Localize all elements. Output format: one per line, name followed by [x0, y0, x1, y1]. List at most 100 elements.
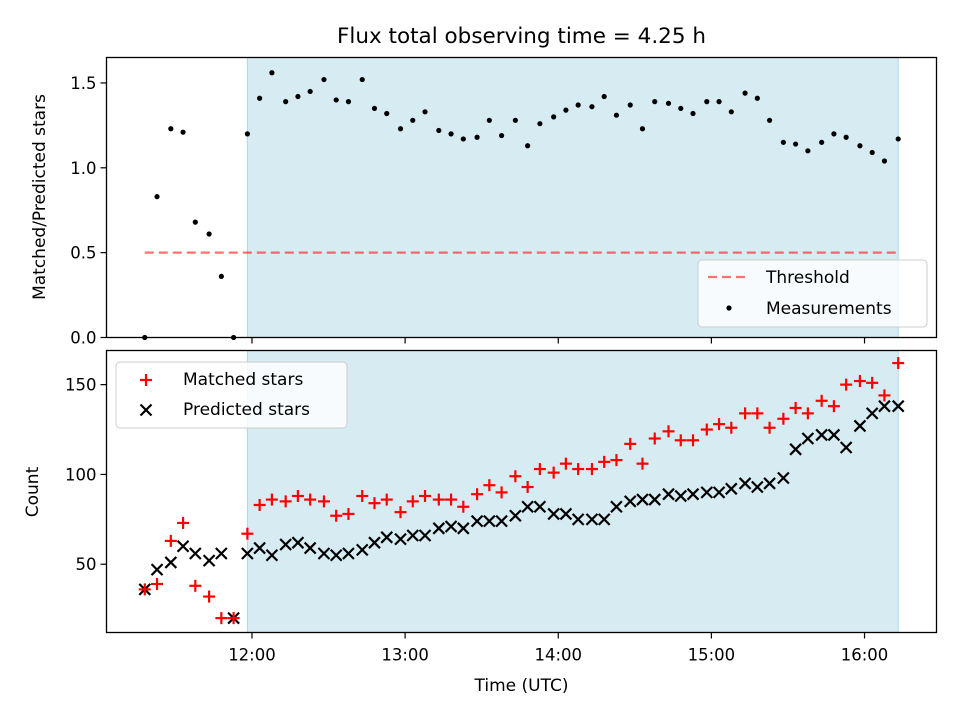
measurement-point — [180, 129, 186, 135]
matched-star-point — [241, 527, 254, 540]
bottom-xtick-label: 15:00 — [688, 646, 736, 665]
measurement-point — [627, 102, 633, 108]
measurement-point — [857, 143, 863, 149]
measurement-point — [766, 117, 773, 123]
measurement-point — [422, 109, 428, 115]
bottom-xtick-label: 14:00 — [534, 646, 582, 665]
matched-star-point — [687, 434, 700, 447]
legend-predicted-label: Predicted stars — [183, 400, 310, 420]
matched-star-point — [674, 434, 687, 447]
predicted-star-point — [457, 522, 470, 535]
bottom-ytick-label: 150 — [65, 376, 97, 395]
matched-star-point — [866, 376, 879, 389]
measurement-point — [665, 100, 672, 106]
predicted-star-point — [891, 399, 905, 413]
predicted-star-point — [571, 513, 585, 526]
measurement-point — [397, 126, 404, 132]
measurement-point — [512, 117, 518, 123]
matched-star-point — [380, 493, 393, 506]
predicted-star-point — [674, 489, 688, 503]
measurement-point — [206, 231, 212, 237]
measurement-point — [780, 139, 786, 145]
predicted-star-point — [509, 509, 522, 523]
matched-star-point — [878, 389, 891, 402]
predicted-star-point — [241, 547, 254, 560]
legend-threshold-label: Threshold — [765, 268, 850, 288]
matched-star-point — [203, 590, 216, 603]
predicted-star-point — [559, 507, 573, 521]
chart-title: Flux total observing time = 4.25 h — [337, 24, 706, 49]
top-axes-frame — [105, 56, 938, 339]
matched-star-point — [801, 407, 814, 420]
predicted-star-point — [700, 486, 714, 499]
matched-star-point — [317, 495, 330, 508]
matched-star-point — [265, 493, 278, 506]
predicted-star-point — [686, 487, 700, 501]
matched-star-point — [636, 457, 649, 470]
matched-star-point — [713, 418, 726, 431]
predicted-star-point — [777, 471, 790, 485]
predicted-star-point — [317, 547, 331, 560]
legend-measurements-label: Measurements — [766, 299, 892, 319]
predicted-star-point — [815, 428, 828, 442]
measurement-point — [652, 99, 658, 105]
predicted-star-point — [253, 541, 266, 555]
measurement-point — [307, 88, 313, 95]
matched-star-point — [227, 612, 240, 625]
measurement-point — [436, 127, 442, 134]
matched-star-point — [342, 507, 355, 520]
bottom-axes-frame — [105, 349, 938, 634]
matched-star-point — [585, 463, 598, 476]
predicted-star-point — [789, 443, 802, 456]
matched-star-point — [840, 378, 853, 391]
predicted-star-point — [380, 531, 394, 544]
bottom-xtick-label: 16:00 — [841, 646, 889, 665]
measurement-point — [728, 109, 734, 115]
measurement-point — [168, 126, 174, 132]
measurement-point — [551, 114, 557, 120]
top-ylabel: Matched/Predicted stars — [30, 94, 50, 300]
matched-star-point — [279, 495, 292, 508]
predicted-star-point — [279, 538, 292, 551]
predicted-star-point — [394, 532, 407, 546]
measurement-point — [819, 139, 825, 145]
measurement-point — [589, 104, 595, 110]
matched-star-point — [151, 578, 164, 591]
matched-star-point — [648, 432, 661, 445]
measurement-point — [895, 136, 901, 142]
measurement-point — [333, 97, 339, 103]
matched-star-point — [419, 489, 432, 502]
measurement-point — [283, 99, 289, 105]
measurement-point — [498, 132, 505, 139]
measurement-point — [831, 131, 837, 137]
matched-star-point — [624, 437, 637, 450]
matched-star-point — [215, 612, 228, 625]
matched-star-point — [406, 495, 419, 508]
matched-star-point — [559, 457, 572, 470]
matched-star-point — [177, 516, 190, 529]
predicted-star-point — [444, 520, 458, 533]
legend-matched-swatch — [140, 374, 152, 386]
matched-star-point — [471, 488, 484, 501]
measurement-point — [716, 99, 722, 105]
measurement-point — [269, 70, 275, 76]
predicted-star-point — [303, 541, 317, 555]
predicted-star-point — [406, 529, 420, 542]
predicted-star-point — [483, 514, 496, 528]
measurement-point — [613, 112, 620, 118]
predicted-star-point — [470, 514, 484, 528]
bottom-xtick-label: 13:00 — [381, 646, 429, 665]
predicted-star-point — [202, 554, 216, 567]
measurement-point — [639, 126, 646, 132]
bottom-panel: 50 100 150 12:00 13:00 14:00 15:00 16:00 Count… — [23, 349, 938, 696]
measurement-point — [563, 107, 569, 113]
measurement-point — [575, 102, 581, 108]
predicted-star-point — [648, 493, 662, 506]
observing-span — [246, 350, 899, 633]
measurement-point — [869, 149, 875, 156]
measurement-point — [359, 76, 365, 83]
predicted-star-point — [368, 536, 381, 549]
matched-star-point — [189, 579, 202, 592]
matched-star-point — [598, 455, 611, 468]
legend-matched-label: Matched stars — [183, 370, 303, 390]
